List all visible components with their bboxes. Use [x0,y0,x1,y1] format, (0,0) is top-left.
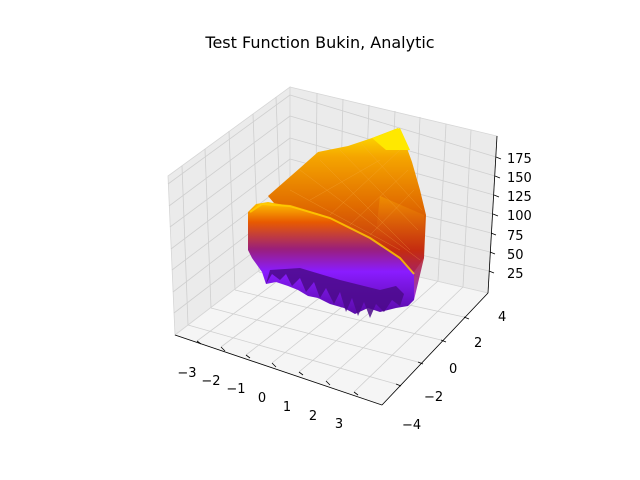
y-tick-label: 4 [498,310,506,325]
x-tick-label: 2 [309,409,317,424]
z-tick-label: 25 [507,267,524,282]
x-tick-label: −1 [226,382,245,397]
chart-title: Test Function Bukin, Analytic [205,33,435,52]
x-tick-label: 3 [335,417,343,432]
z-tick-label: 150 [507,171,532,186]
z-tick-labels: 25 50 75 100 125 150 175 [507,152,532,282]
x-tick-label: −2 [201,374,220,389]
y-tick-label: 0 [449,362,457,377]
y-tick-label: −2 [424,390,443,405]
surface-peak [372,128,410,150]
axes-lines [174,135,502,406]
z-tick-label: 175 [507,152,532,167]
x-tick-label: 1 [283,400,291,415]
x-tick-label: 0 [258,391,266,406]
surface-front-sheet [248,202,414,314]
z-tick-label: 125 [507,190,532,205]
x-tick-labels: −3 −2 −1 0 1 2 3 [177,366,343,432]
y-tick-label: −4 [402,418,421,433]
x-tick-label: −3 [177,366,196,381]
z-tick-label: 75 [507,229,524,244]
z-tick-label: 50 [507,248,524,263]
z-tick-label: 100 [507,209,532,224]
surface-ridge [249,202,415,275]
y-tick-label: 2 [474,336,482,351]
surface-spikes [266,268,404,318]
surface [248,128,426,318]
y-tick-labels: −4 −2 0 2 4 [402,310,506,433]
